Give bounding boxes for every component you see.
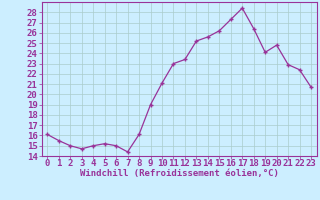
X-axis label: Windchill (Refroidissement éolien,°C): Windchill (Refroidissement éolien,°C) <box>80 169 279 178</box>
